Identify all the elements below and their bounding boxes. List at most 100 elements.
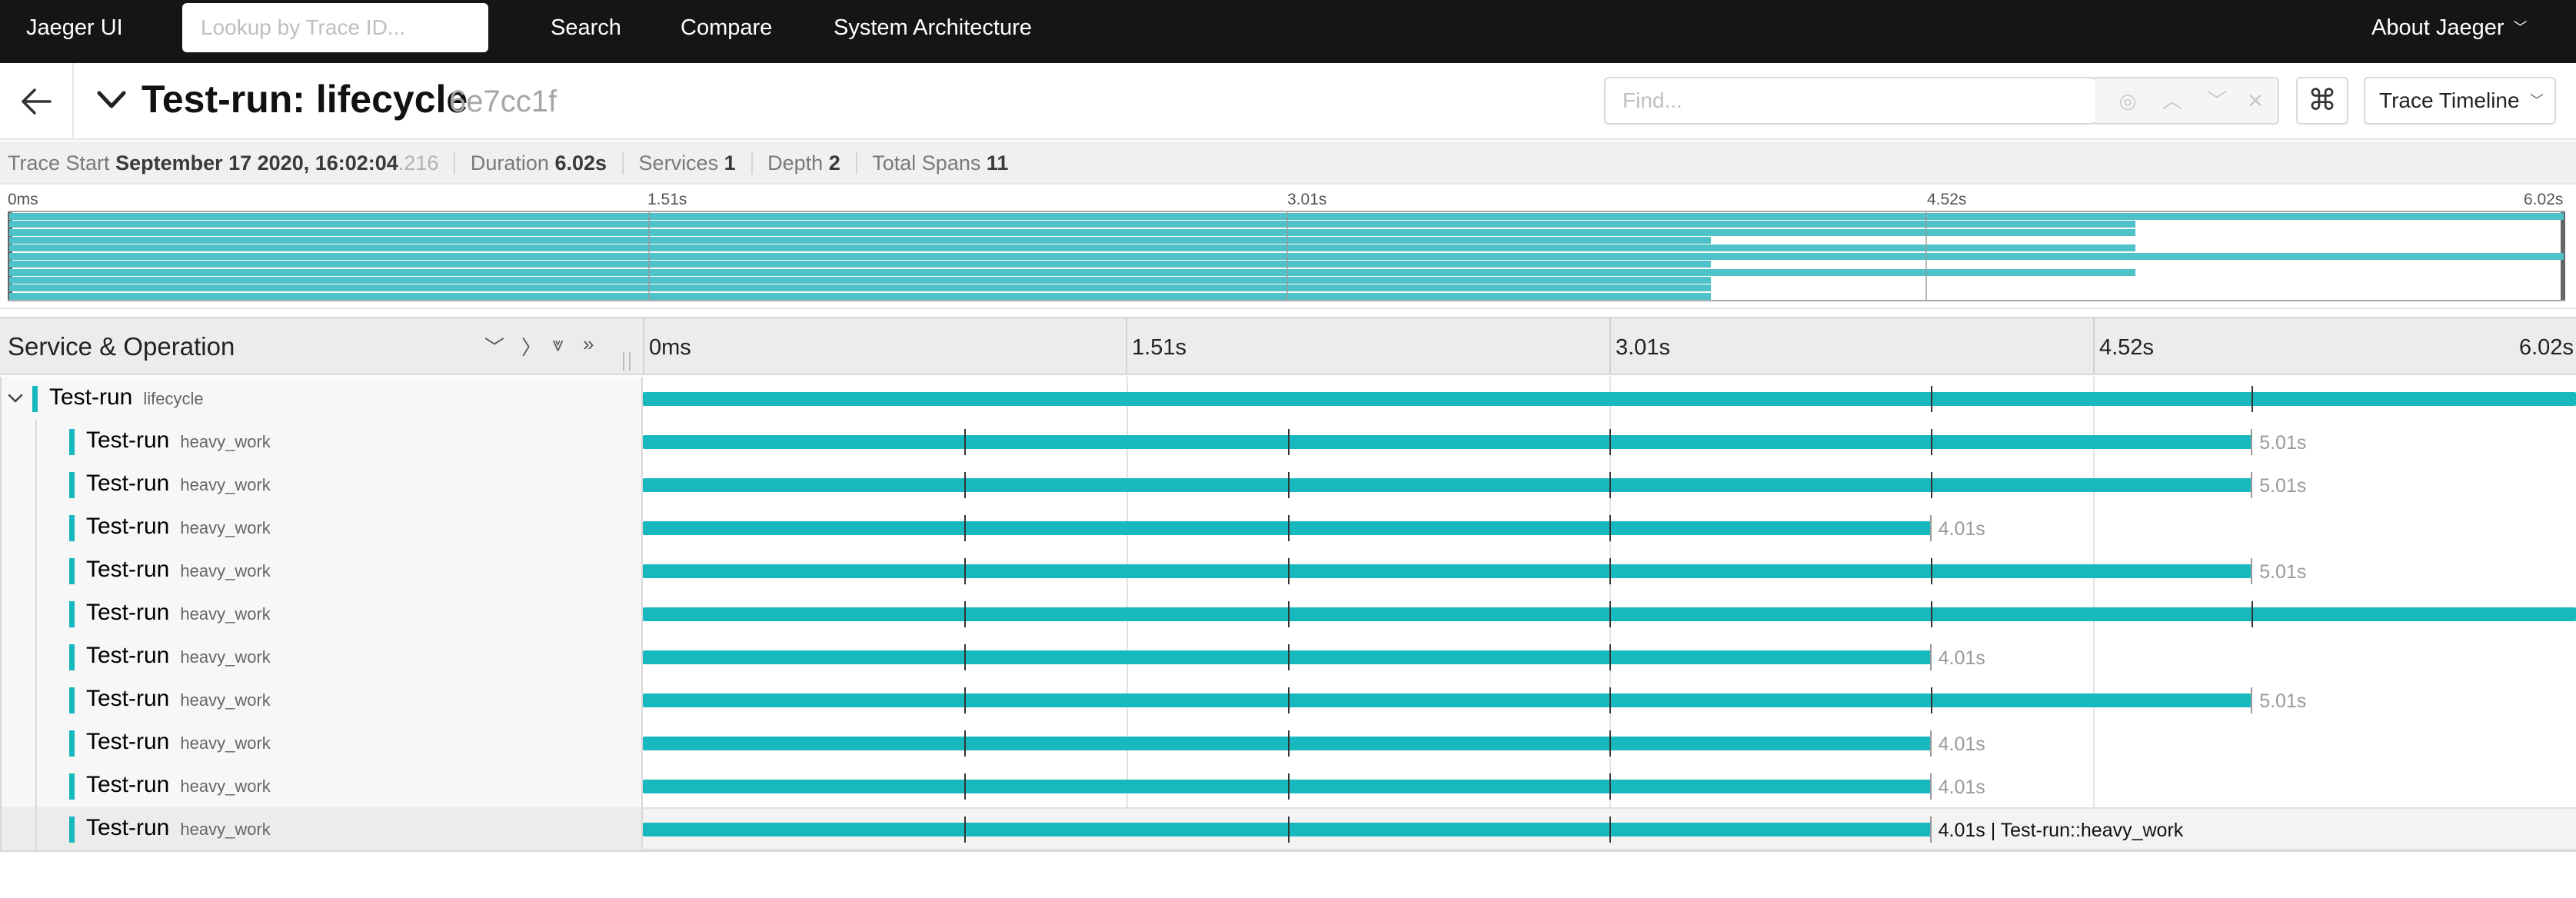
span-row[interactable]: Test-run heavy_work 5.01s bbox=[0, 549, 2576, 592]
span-log-marker[interactable] bbox=[964, 773, 966, 800]
minimap-canvas[interactable] bbox=[8, 211, 2565, 301]
span-name-cell[interactable]: Test-run heavy_work bbox=[0, 463, 643, 506]
span-log-marker[interactable] bbox=[964, 472, 966, 498]
span-log-marker[interactable] bbox=[1609, 515, 1611, 541]
nav-system-architecture-link[interactable]: System Architecture bbox=[834, 15, 1032, 40]
minimap-gridline bbox=[1925, 212, 1927, 300]
span-row[interactable]: Test-run heavy_work 5.01s bbox=[0, 678, 2576, 721]
span-log-marker[interactable] bbox=[1288, 472, 1290, 498]
span-name-cell[interactable]: Test-run heavy_work bbox=[0, 678, 643, 721]
operation-name: heavy_work bbox=[180, 690, 271, 710]
chevron-down-icon[interactable] bbox=[6, 387, 25, 410]
expand-one-icon[interactable]: 〉 bbox=[521, 336, 542, 359]
nav-compare-link[interactable]: Compare bbox=[681, 15, 773, 40]
chevron-down-icon[interactable]: ﹀ bbox=[2206, 89, 2227, 112]
span-log-marker[interactable] bbox=[1288, 773, 1290, 800]
span-log-marker[interactable] bbox=[1288, 601, 1290, 627]
trace-id-lookup-input[interactable] bbox=[182, 3, 488, 52]
span-log-marker[interactable] bbox=[1609, 429, 1611, 455]
span-log-marker[interactable] bbox=[1288, 817, 1290, 843]
span-log-marker[interactable] bbox=[1288, 429, 1290, 455]
span-log-marker[interactable] bbox=[964, 429, 966, 455]
view-mode-select[interactable]: Trace Timeline ﹀ bbox=[2364, 77, 2556, 125]
span-log-marker[interactable] bbox=[964, 601, 966, 627]
span-service-name: Test-run heavy_work bbox=[86, 815, 271, 841]
span-name-cell[interactable]: Test-run heavy_work bbox=[0, 549, 643, 592]
service-color-indicator bbox=[32, 386, 38, 412]
span-row[interactable]: Test-run heavy_work bbox=[0, 592, 2576, 635]
chevron-up-icon[interactable]: ︿ bbox=[2162, 89, 2182, 112]
span-name-cell[interactable]: Test-run heavy_work bbox=[0, 592, 643, 635]
span-log-marker[interactable] bbox=[2252, 386, 2254, 412]
span-log-marker[interactable] bbox=[1609, 773, 1611, 800]
span-name-cell[interactable]: Test-run heavy_work bbox=[0, 635, 643, 678]
span-log-marker[interactable] bbox=[1609, 644, 1611, 670]
span-log-marker[interactable] bbox=[1930, 601, 1932, 627]
brand-logo[interactable]: Jaeger UI bbox=[26, 15, 123, 40]
span-log-marker[interactable] bbox=[1609, 817, 1611, 843]
span-log-marker[interactable] bbox=[1930, 558, 1932, 584]
span-bar[interactable] bbox=[643, 478, 2252, 492]
span-log-marker[interactable] bbox=[964, 558, 966, 584]
span-log-marker[interactable] bbox=[1930, 429, 1932, 455]
locate-icon[interactable]: ◎ bbox=[2118, 89, 2137, 112]
span-bar[interactable] bbox=[643, 737, 1931, 750]
back-button[interactable] bbox=[0, 63, 74, 140]
collapse-one-icon[interactable]: ﹀ bbox=[484, 336, 505, 359]
span-log-marker[interactable] bbox=[1288, 644, 1290, 670]
span-log-marker[interactable] bbox=[2252, 601, 2254, 627]
span-bar[interactable] bbox=[643, 693, 2252, 707]
find-input[interactable] bbox=[1606, 78, 2095, 123]
expand-all-icon[interactable]: » bbox=[583, 332, 594, 355]
minimap-tick-label: 1.51s bbox=[647, 191, 687, 208]
chevron-down-icon[interactable] bbox=[96, 89, 127, 111]
span-log-marker[interactable] bbox=[1609, 558, 1611, 584]
span-log-marker[interactable] bbox=[1288, 730, 1290, 757]
span-log-marker[interactable] bbox=[1609, 730, 1611, 757]
span-log-marker[interactable] bbox=[1609, 472, 1611, 498]
nav-search-link[interactable]: Search bbox=[551, 15, 621, 40]
span-bar[interactable] bbox=[643, 650, 1931, 664]
span-row[interactable]: Test-run heavy_work 4.01s bbox=[0, 506, 2576, 549]
span-log-marker[interactable] bbox=[1609, 687, 1611, 713]
span-log-marker[interactable] bbox=[1288, 687, 1290, 713]
span-row[interactable]: Test-run heavy_work 4.01s bbox=[0, 721, 2576, 764]
service-color-indicator bbox=[69, 558, 75, 584]
span-row[interactable]: Test-run lifecycle bbox=[0, 377, 2576, 420]
span-name-cell[interactable]: Test-run heavy_work bbox=[0, 420, 643, 463]
span-bar[interactable] bbox=[643, 823, 1931, 836]
span-log-marker[interactable] bbox=[1288, 558, 1290, 584]
collapse-all-icon[interactable]: ⩔ bbox=[552, 332, 564, 355]
span-bar[interactable] bbox=[643, 564, 2252, 578]
span-log-marker[interactable] bbox=[964, 817, 966, 843]
service-color-indicator bbox=[69, 429, 75, 455]
span-bar[interactable] bbox=[643, 521, 1931, 535]
span-row[interactable]: Test-run heavy_work 4.01s | Test-run::heav… bbox=[0, 807, 2576, 850]
span-log-marker[interactable] bbox=[1930, 687, 1932, 713]
span-name-cell[interactable]: Test-run heavy_work bbox=[0, 807, 643, 850]
span-name-cell[interactable]: Test-run heavy_work bbox=[0, 721, 643, 764]
span-row[interactable]: Test-run heavy_work 5.01s bbox=[0, 463, 2576, 506]
span-log-marker[interactable] bbox=[1930, 386, 1932, 412]
span-row[interactable]: Test-run heavy_work 5.01s bbox=[0, 420, 2576, 463]
span-name-cell[interactable]: Test-run lifecycle bbox=[0, 377, 643, 420]
span-log-marker[interactable] bbox=[1288, 515, 1290, 541]
trace-minimap[interactable]: 0ms 1.51s 3.01s 4.52s 6.02s bbox=[0, 186, 2576, 309]
span-name-cell[interactable]: Test-run heavy_work bbox=[0, 506, 643, 549]
close-icon[interactable]: ✕ bbox=[2247, 89, 2264, 112]
about-jaeger-menu[interactable]: About Jaeger ﹀ bbox=[2371, 15, 2528, 41]
span-bar[interactable] bbox=[643, 780, 1931, 793]
column-resizer[interactable] bbox=[623, 352, 631, 371]
span-row[interactable]: Test-run heavy_work 4.01s bbox=[0, 764, 2576, 807]
span-log-marker[interactable] bbox=[1930, 472, 1932, 498]
span-log-marker[interactable] bbox=[964, 515, 966, 541]
span-log-marker[interactable] bbox=[964, 644, 966, 670]
keyboard-shortcuts-button[interactable]: ⌘ bbox=[2296, 77, 2348, 125]
span-row[interactable]: Test-run heavy_work 4.01s bbox=[0, 635, 2576, 678]
span-name-cell[interactable]: Test-run heavy_work bbox=[0, 764, 643, 807]
span-bar[interactable] bbox=[643, 392, 2576, 406]
span-bar[interactable] bbox=[643, 435, 2252, 449]
span-log-marker[interactable] bbox=[964, 687, 966, 713]
span-log-marker[interactable] bbox=[1609, 601, 1611, 627]
span-log-marker[interactable] bbox=[964, 730, 966, 757]
